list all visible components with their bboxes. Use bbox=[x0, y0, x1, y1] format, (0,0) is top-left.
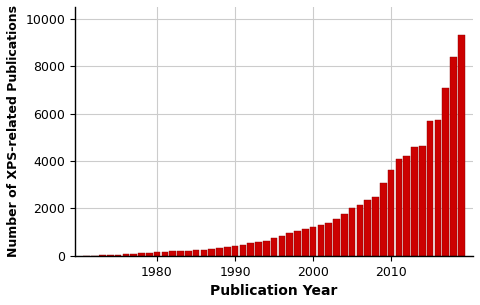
Bar bbox=[403, 156, 410, 256]
Bar bbox=[255, 242, 262, 256]
Bar bbox=[216, 248, 223, 256]
Bar bbox=[388, 170, 395, 256]
Bar bbox=[177, 251, 184, 256]
Bar bbox=[278, 236, 285, 256]
Bar bbox=[232, 246, 239, 256]
Bar bbox=[185, 251, 192, 256]
Bar bbox=[138, 253, 145, 256]
Bar bbox=[325, 223, 332, 256]
Bar bbox=[240, 245, 246, 256]
X-axis label: Publication Year: Publication Year bbox=[210, 284, 338, 298]
Bar bbox=[458, 35, 465, 256]
Bar bbox=[396, 159, 402, 256]
Bar bbox=[294, 231, 301, 256]
Bar bbox=[372, 196, 379, 256]
Bar bbox=[161, 252, 168, 256]
Bar bbox=[263, 241, 270, 256]
Bar bbox=[341, 214, 348, 256]
Bar bbox=[364, 200, 371, 256]
Bar bbox=[443, 88, 449, 256]
Bar bbox=[357, 205, 363, 256]
Bar bbox=[107, 255, 114, 256]
Bar bbox=[99, 255, 106, 256]
Bar bbox=[333, 219, 340, 256]
Y-axis label: Number of XPS-related Publications: Number of XPS-related Publications bbox=[7, 5, 20, 257]
Bar bbox=[201, 249, 207, 256]
Bar bbox=[130, 254, 137, 256]
Bar bbox=[411, 147, 418, 256]
Bar bbox=[318, 225, 324, 256]
Bar bbox=[146, 253, 153, 256]
Bar bbox=[349, 208, 355, 256]
Bar bbox=[450, 57, 457, 256]
Bar bbox=[247, 243, 254, 256]
Bar bbox=[419, 145, 426, 256]
Bar bbox=[427, 121, 433, 256]
Bar bbox=[302, 228, 309, 256]
Bar bbox=[208, 249, 215, 256]
Bar bbox=[380, 184, 386, 256]
Bar bbox=[169, 251, 176, 256]
Bar bbox=[271, 238, 277, 256]
Bar bbox=[122, 254, 129, 256]
Bar bbox=[154, 252, 160, 256]
Bar bbox=[310, 227, 316, 256]
Bar bbox=[287, 233, 293, 256]
Bar bbox=[224, 247, 230, 256]
Bar bbox=[434, 120, 441, 256]
Bar bbox=[115, 255, 121, 256]
Bar bbox=[193, 250, 199, 256]
